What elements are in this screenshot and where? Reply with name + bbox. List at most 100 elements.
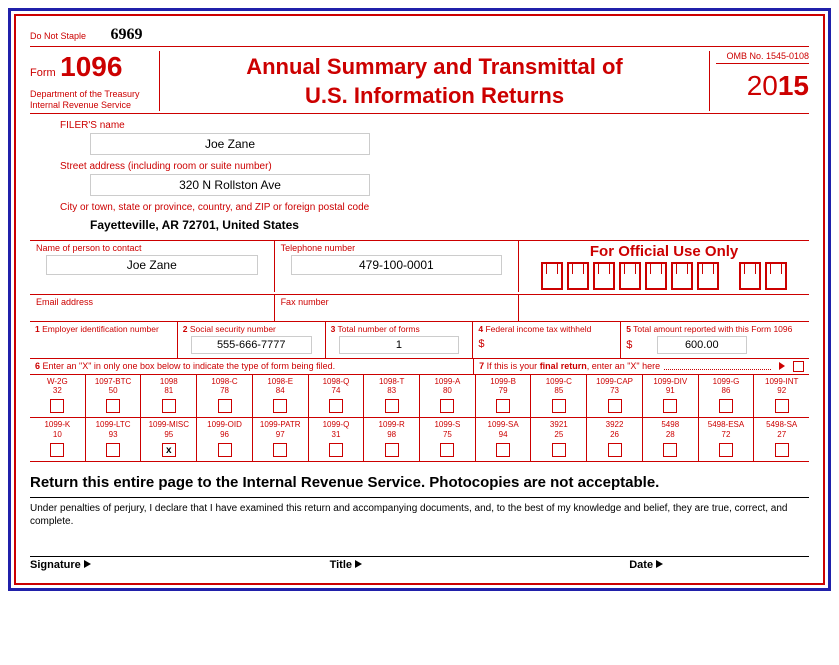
form-type-code: 72 xyxy=(699,430,754,439)
return-notice: Return this entire page to the Internal … xyxy=(30,474,809,491)
form-type-code: 75 xyxy=(420,430,475,439)
form-type-checkbox[interactable] xyxy=(385,443,399,457)
contact-person-input[interactable]: Joe Zane xyxy=(46,255,258,275)
form-type-name: W-2G xyxy=(30,378,85,387)
box-2: 2 Social security number 555-666-7777 xyxy=(178,322,326,358)
form-type-name: 1098-C xyxy=(197,378,252,387)
triangle-right-icon xyxy=(84,560,91,568)
form-type-code: 84 xyxy=(253,386,308,395)
form-type-checkbox[interactable] xyxy=(329,399,343,413)
form-type-checkbox[interactable] xyxy=(663,443,677,457)
form-type-cell: W-2G32 xyxy=(30,375,86,419)
final-return-checkbox[interactable] xyxy=(793,361,804,372)
filer-name-input[interactable]: Joe Zane xyxy=(90,133,370,155)
form-type-checkbox[interactable] xyxy=(496,399,510,413)
ssn-input[interactable]: 555-666-7777 xyxy=(191,336,312,354)
form-type-name: 1099-PATR xyxy=(253,421,308,430)
outer-frame: Do Not Staple 6969 Form 1096 Department … xyxy=(8,8,831,591)
form-type-cell: 1098-T83 xyxy=(364,375,420,419)
omb-number: OMB No. 1545-0108 xyxy=(716,51,809,64)
form-type-checkbox[interactable] xyxy=(663,399,677,413)
dollar-sign: $ xyxy=(626,339,632,351)
box-4: 4 Federal income tax withheld $ xyxy=(473,322,621,358)
form-type-code: 94 xyxy=(476,430,531,439)
tax-year: 2015 xyxy=(716,70,809,102)
form-type-code: 31 xyxy=(309,430,364,439)
tick-box xyxy=(645,262,667,290)
filer-section: FILER'S name Joe Zane Street address (in… xyxy=(30,120,809,238)
title-field[interactable]: Title xyxy=(330,559,630,571)
form-type-code: 27 xyxy=(754,430,809,439)
form-type-checkbox[interactable] xyxy=(218,443,232,457)
form-type-code: 97 xyxy=(253,430,308,439)
form-type-checkbox[interactable] xyxy=(552,443,566,457)
form-type-code: 73 xyxy=(587,386,642,395)
city-label: City or town, state or province, country… xyxy=(60,202,809,213)
total-forms-input[interactable]: 1 xyxy=(339,336,460,354)
form-type-checkbox[interactable]: x xyxy=(162,443,176,457)
form-type-code: 28 xyxy=(643,430,698,439)
filer-name-label: FILER'S name xyxy=(60,120,809,131)
city-value: Fayetteville, AR 72701, United States xyxy=(90,215,809,238)
perjury-statement: Under penalties of perjury, I declare th… xyxy=(30,502,809,528)
form-type-cell: 1099-B79 xyxy=(476,375,532,419)
form-type-checkbox[interactable] xyxy=(719,399,733,413)
box-3: 3 Total number of forms 1 xyxy=(326,322,474,358)
date-field[interactable]: Date xyxy=(629,559,809,571)
form-type-cell: 1099-MISC95x xyxy=(141,418,197,462)
form-type-name: 1097-BTC xyxy=(86,378,141,387)
form-type-checkbox[interactable] xyxy=(440,399,454,413)
form-type-checkbox[interactable] xyxy=(775,443,789,457)
form-type-name: 5498-SA xyxy=(754,421,809,430)
form-type-cell: 1099-INT92 xyxy=(754,375,809,419)
form-type-name: 1099-S xyxy=(420,421,475,430)
form-number-box: Form 1096 Department of the Treasury Int… xyxy=(30,51,160,111)
form-type-checkbox[interactable] xyxy=(385,399,399,413)
form-type-name: 5498 xyxy=(643,421,698,430)
form-type-checkbox[interactable] xyxy=(106,399,120,413)
handwritten-number: 6969 xyxy=(110,26,142,43)
form-type-name: 1099-OID xyxy=(197,421,252,430)
form-type-cell: 1099-A80 xyxy=(420,375,476,419)
form-type-cell: 1098-Q74 xyxy=(309,375,365,419)
form-type-checkbox[interactable] xyxy=(775,399,789,413)
form-type-cell: 1099-OID96 xyxy=(197,418,253,462)
form-type-checkbox[interactable] xyxy=(106,443,120,457)
form-type-code: 91 xyxy=(643,386,698,395)
phone-input[interactable]: 479-100-0001 xyxy=(291,255,503,275)
form-type-checkbox[interactable] xyxy=(719,443,733,457)
total-amount-input[interactable]: 600.00 xyxy=(657,336,747,354)
signature-field[interactable]: Signature xyxy=(30,559,330,571)
form-type-checkbox[interactable] xyxy=(273,399,287,413)
form-type-name: 1099-Q xyxy=(309,421,364,430)
street-input[interactable]: 320 N Rollston Ave xyxy=(90,174,370,196)
form-type-checkbox[interactable] xyxy=(50,443,64,457)
form-type-name: 1098-T xyxy=(364,378,419,387)
year-box: OMB No. 1545-0108 2015 xyxy=(709,51,809,111)
form-type-checkbox[interactable] xyxy=(608,399,622,413)
grid-row: W-2G321097-BTC501098811098-C781098-E8410… xyxy=(30,375,809,419)
form-type-checkbox[interactable] xyxy=(440,443,454,457)
official-use: For Official Use Only xyxy=(519,241,809,292)
form-type-checkbox[interactable] xyxy=(218,399,232,413)
form-type-checkbox[interactable] xyxy=(273,443,287,457)
dollar-sign: $ xyxy=(478,338,484,350)
form-type-checkbox[interactable] xyxy=(50,399,64,413)
form-type-code: 74 xyxy=(309,386,364,395)
form-type-name: 1099-CAP xyxy=(587,378,642,387)
form-type-code: 50 xyxy=(86,386,141,395)
form-type-checkbox[interactable] xyxy=(608,443,622,457)
form-type-name: 1099-LTC xyxy=(86,421,141,430)
divider xyxy=(30,113,809,114)
form-type-checkbox[interactable] xyxy=(329,443,343,457)
form-type-cell: 1099-G86 xyxy=(699,375,755,419)
form-type-name: 1099-A xyxy=(420,378,475,387)
form-type-checkbox[interactable] xyxy=(496,443,510,457)
form-type-checkbox[interactable] xyxy=(162,399,176,413)
contact-row-2: Email address Fax number xyxy=(30,294,809,321)
form-type-checkbox[interactable] xyxy=(552,399,566,413)
form-type-cell: 1099-C85 xyxy=(531,375,587,419)
form-type-cell: 1099-PATR97 xyxy=(253,418,309,462)
form-type-code: 96 xyxy=(197,430,252,439)
tick-box xyxy=(697,262,719,290)
